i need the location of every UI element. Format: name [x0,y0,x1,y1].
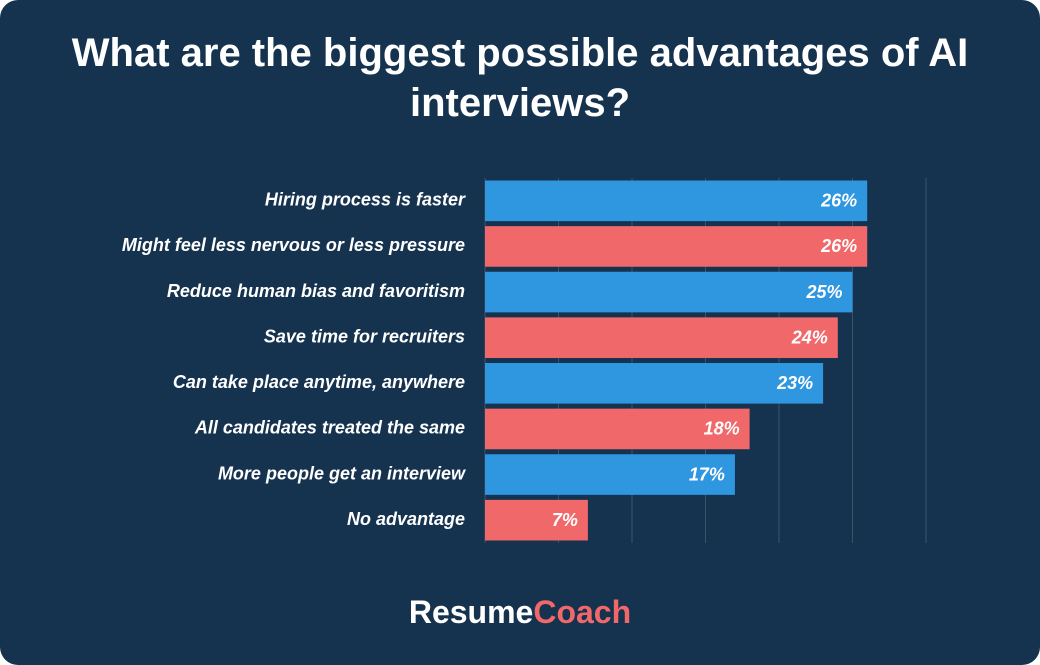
bar [485,317,838,358]
y-tick-label: Can take place anytime, anywhere [173,372,465,392]
value-label: 26% [820,236,857,256]
value-label: 24% [791,327,828,347]
value-label: 7% [552,510,578,530]
bar [485,363,824,404]
bar [485,180,868,222]
y-tick-label: More people get an interview [218,463,466,483]
y-tick-label: No advantage [347,509,465,529]
bar [485,454,735,495]
value-label: 17% [689,464,725,484]
y-tick-label: Save time for recruiters [264,326,465,346]
chart-title: What are the biggest possible advantages… [71,31,969,125]
y-tick-label: Hiring process is faster [265,190,466,210]
y-tick-label: Might feel less nervous or less pressure [122,235,465,255]
bar [485,271,853,313]
value-label: 26% [820,191,857,211]
brand-part: Resume [408,594,534,630]
value-label: 23% [776,373,813,393]
bar [485,408,750,450]
value-label: 18% [704,419,740,439]
bar [485,226,868,267]
y-tick-label: All candidates treated the same [194,418,465,438]
brand: ResumeCoach [0,594,1040,631]
y-tick-label: Reduce human bias and favoritism [167,281,465,301]
value-label: 25% [805,282,842,302]
bar [485,499,588,541]
brand-part: Coach [533,594,632,630]
